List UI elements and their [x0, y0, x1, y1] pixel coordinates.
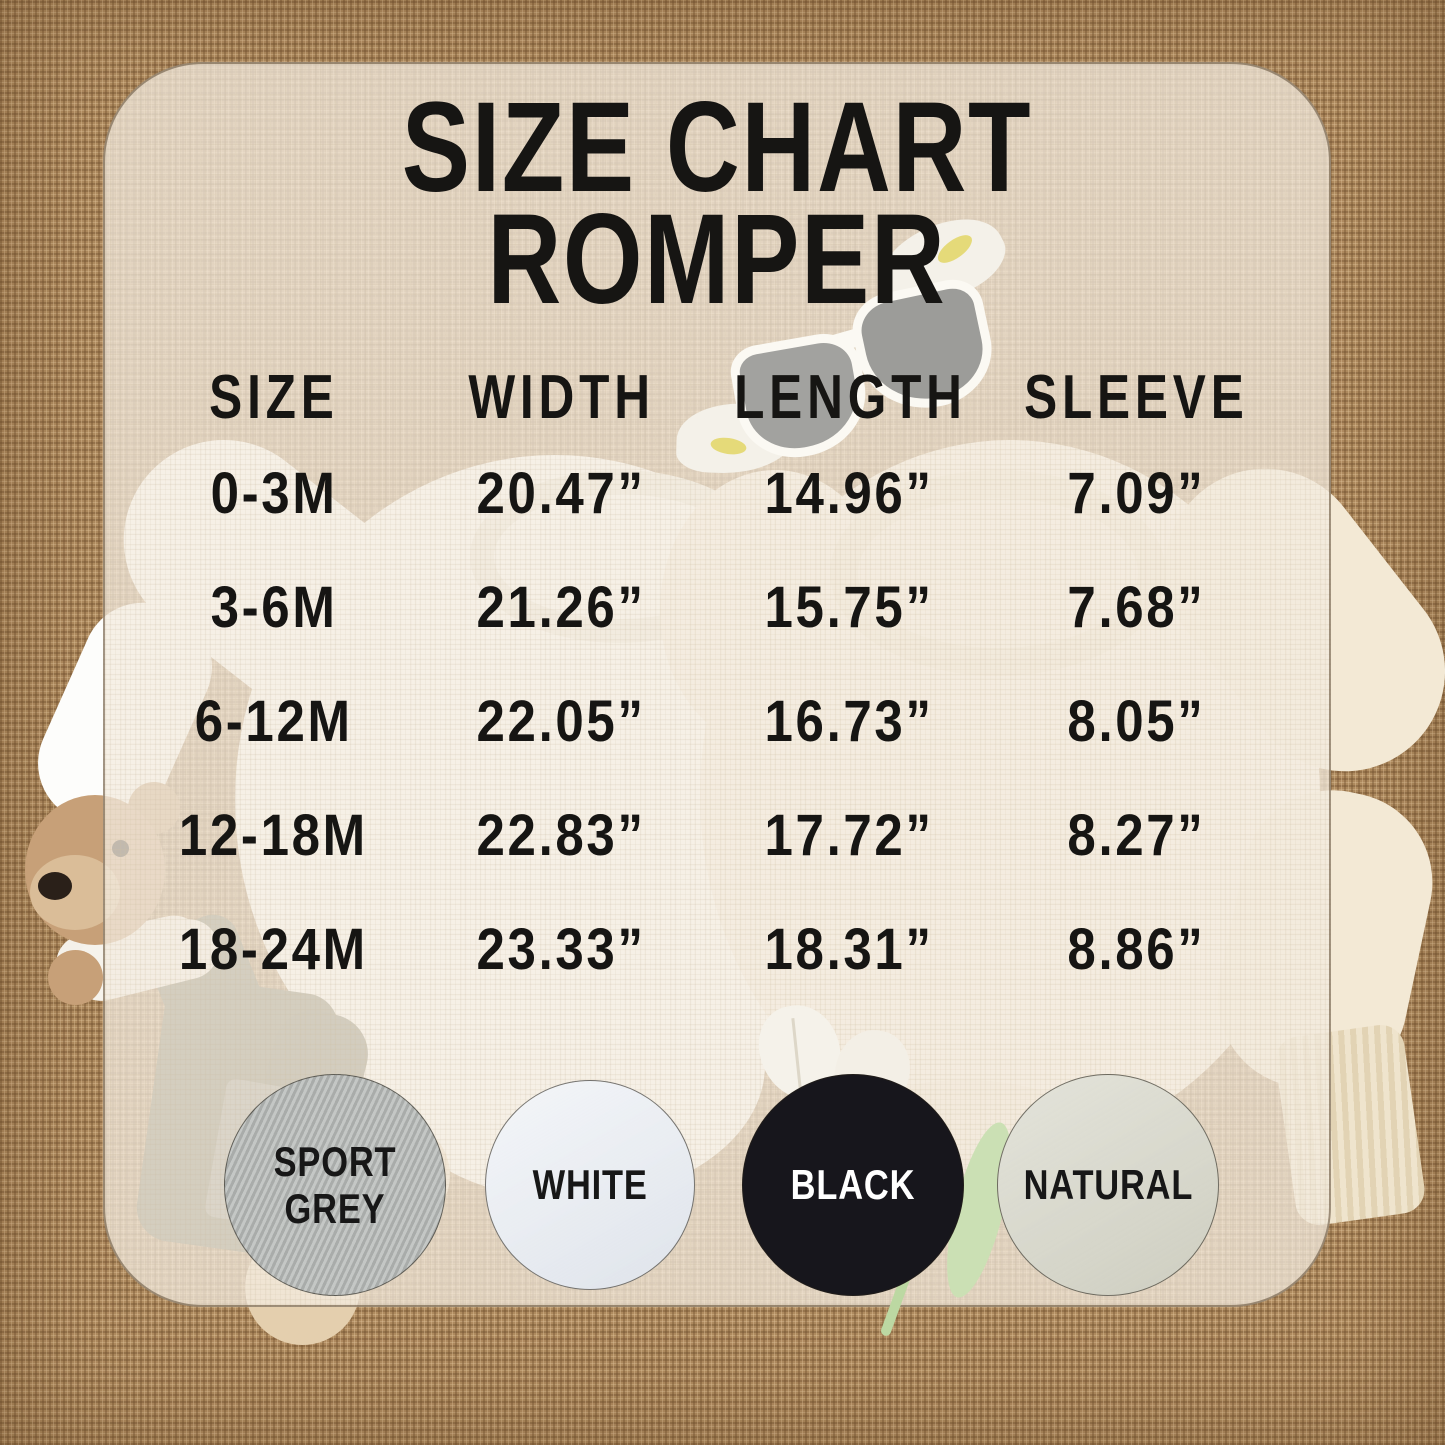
swatch-white: WHITE — [485, 1080, 695, 1290]
width-cell: 21.26” — [476, 574, 646, 640]
length-cell: 16.73” — [764, 688, 934, 754]
width-cell: 22.05” — [476, 688, 646, 754]
sleeve-cell: 8.05” — [1067, 688, 1206, 754]
page-title: SIZE CHART ROMPER — [103, 62, 1331, 331]
size-chart-panel — [103, 62, 1331, 1307]
title-line-2: ROMPER — [487, 188, 947, 331]
size-cell: 18-24M — [179, 916, 369, 982]
length-cell: 17.72” — [764, 802, 934, 868]
table-row: 0-3M 20.47” 14.96” 7.09” — [130, 436, 1280, 550]
width-cell: 20.47” — [476, 460, 646, 526]
table-header-row: SIZE WIDTH LENGTH SLEEVE — [130, 358, 1280, 436]
table-row: 18-24M 23.33” 18.31” 8.86” — [130, 892, 1280, 1006]
width-cell: 23.33” — [476, 916, 646, 982]
length-cell: 18.31” — [764, 916, 934, 982]
table-row: 6-12M 22.05” 16.73” 8.05” — [130, 664, 1280, 778]
bear-nose — [38, 872, 72, 900]
column-header-width: WIDTH — [467, 362, 655, 432]
sleeve-cell: 8.86” — [1067, 916, 1206, 982]
length-cell: 14.96” — [764, 460, 934, 526]
column-header-size: SIZE — [209, 362, 339, 432]
table-row: 3-6M 21.26” 15.75” 7.68” — [130, 550, 1280, 664]
swatch-sport-grey: SPORT GREY — [224, 1074, 446, 1296]
swatch-label: WHITE — [532, 1161, 648, 1209]
width-cell: 22.83” — [476, 802, 646, 868]
sleeve-cell: 7.68” — [1067, 574, 1206, 640]
title-line-1: SIZE CHART — [401, 76, 1033, 219]
swatch-label: NATURAL — [1023, 1161, 1193, 1209]
swatch-natural: NATURAL — [997, 1074, 1219, 1296]
sleeve-cell: 7.09” — [1067, 460, 1206, 526]
swatch-black: BLACK — [742, 1074, 964, 1296]
bear-paw — [48, 950, 103, 1005]
size-cell: 12-18M — [179, 802, 369, 868]
swatch-label: BLACK — [790, 1161, 916, 1209]
length-cell: 15.75” — [764, 574, 934, 640]
size-cell: 6-12M — [194, 688, 353, 754]
column-header-length: LENGTH — [734, 362, 967, 432]
column-header-sleeve: SLEEVE — [1023, 362, 1249, 432]
sleeve-cell: 8.27” — [1067, 802, 1206, 868]
size-cell: 0-3M — [210, 460, 338, 526]
table-row: 12-18M 22.83” 17.72” 8.27” — [130, 778, 1280, 892]
size-table: SIZE WIDTH LENGTH SLEEVE 0-3M 20.47” 14.… — [130, 358, 1280, 1006]
swatch-label: SPORT GREY — [273, 1137, 397, 1232]
size-cell: 3-6M — [210, 574, 338, 640]
